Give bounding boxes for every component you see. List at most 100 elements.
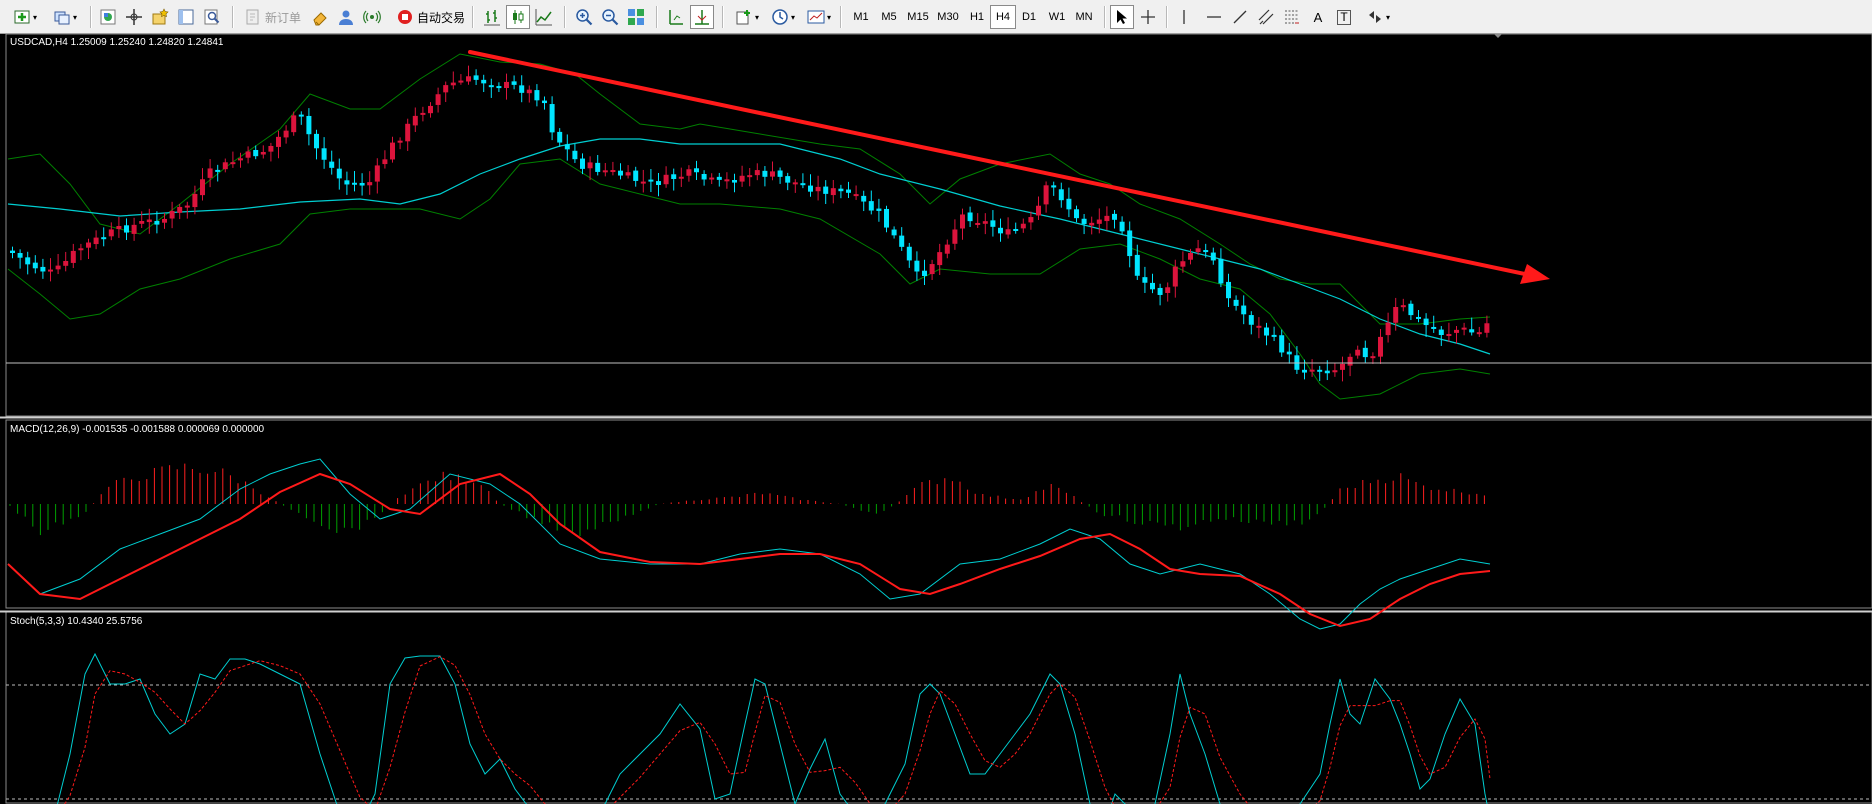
candle-body [724, 179, 730, 182]
candle-body [838, 188, 844, 192]
auto-trading-button[interactable]: 自动交易 [392, 5, 469, 29]
signal-waves-icon [363, 10, 381, 24]
experts-button[interactable] [334, 5, 358, 29]
tile-windows-button[interactable] [624, 5, 648, 29]
stoch-pane[interactable] [0, 612, 1872, 804]
candle-body [868, 201, 874, 211]
candle-body [101, 237, 107, 240]
candle-body [1309, 369, 1315, 372]
candle-body [952, 229, 958, 244]
candle-body [1036, 205, 1041, 216]
timeframe-m15-button[interactable]: M15 [907, 11, 929, 23]
metaeditor-button[interactable] [308, 5, 332, 29]
candle-body [1028, 217, 1034, 223]
templates-button[interactable]: ▾ [802, 5, 836, 29]
horizontal-line-button[interactable] [1202, 5, 1226, 29]
candle-body [1340, 363, 1345, 370]
trendline-button[interactable] [1228, 5, 1252, 29]
equidistant-channel-button[interactable] [1254, 5, 1278, 29]
candle-body [549, 104, 555, 133]
chart-area[interactable]: USDCAD,H4 1.25009 1.25240 1.24820 1.2484… [0, 34, 1872, 804]
candle-body [633, 170, 639, 181]
stoch-main-line [56, 652, 1488, 804]
bar-chart-button[interactable] [480, 5, 504, 29]
timeframe-w1-button[interactable]: W1 [1048, 11, 1066, 23]
terminal-button[interactable] [174, 5, 198, 29]
candle-body [602, 170, 608, 173]
candle-body [1119, 221, 1125, 232]
candle-body [587, 162, 593, 169]
candle-body [1347, 356, 1353, 366]
candle-body [405, 123, 411, 142]
candle-body [906, 246, 912, 261]
timeframe-d1-button[interactable]: D1 [1021, 11, 1037, 23]
text-label-button[interactable]: T [1332, 5, 1356, 29]
fibonacci-icon [1285, 10, 1299, 24]
candle-body [184, 205, 190, 208]
fibonacci-button[interactable] [1280, 5, 1304, 29]
candle-body [496, 86, 502, 89]
macd-indicator [7, 458, 1491, 630]
timeframe-m30-button[interactable]: M30 [937, 11, 959, 23]
timeframe-h4-button[interactable]: H4 [990, 5, 1016, 29]
strategy-tester-button[interactable] [200, 5, 224, 29]
candlestick-chart-button[interactable] [506, 5, 530, 29]
main-chart-pane[interactable] [0, 34, 1872, 417]
chart-shift-button[interactable] [664, 5, 688, 29]
candle-body [656, 181, 661, 185]
navigator-button[interactable] [148, 5, 172, 29]
candle-body [937, 252, 943, 266]
trend-arrow-line[interactable] [468, 50, 1527, 276]
candle-body [716, 176, 722, 180]
candle-body [1188, 252, 1193, 260]
candle-body [944, 244, 950, 254]
candle-body [48, 269, 53, 272]
timeframe-m1-button[interactable]: M1 [853, 11, 869, 23]
vertical-line-button[interactable] [1172, 5, 1196, 29]
chart-shift-marker-icon[interactable] [1494, 34, 1502, 38]
market-watch-button[interactable] [96, 5, 120, 29]
crosshair-tool-button[interactable] [1136, 5, 1160, 29]
candle-body [1317, 369, 1323, 372]
candle-body [777, 170, 783, 177]
periods-button[interactable]: ▾ [766, 5, 800, 29]
bar-chart-icon [484, 10, 500, 26]
arrow-symbols-icon [1368, 11, 1381, 23]
line-chart-button[interactable] [532, 5, 556, 29]
indicators-button[interactable]: ▾ [730, 5, 764, 29]
new-chart-button[interactable]: ▾ [8, 5, 42, 29]
candle-body [572, 150, 578, 160]
candle-body [694, 168, 699, 173]
macd-pane[interactable] [0, 420, 1872, 609]
candle-body [473, 75, 479, 80]
candle-body [55, 265, 61, 270]
arrows-button[interactable]: ▾ [1360, 5, 1396, 29]
trend-arrow[interactable] [468, 50, 1550, 284]
profiles-button[interactable]: ▾ [48, 5, 82, 29]
data-window-button[interactable] [122, 5, 146, 29]
candle-body [1142, 277, 1148, 283]
candle-body [162, 218, 167, 223]
candle-body [1302, 369, 1307, 373]
candle-body [747, 175, 753, 178]
crosshair-icon [1141, 10, 1155, 24]
signals-button[interactable] [360, 5, 384, 29]
text-tool-button[interactable]: A [1306, 5, 1330, 29]
candle-body [1378, 336, 1383, 357]
zoom-out-button[interactable] [598, 5, 622, 29]
new-order-label: 新订单 [265, 10, 302, 25]
terminal-window-icon [178, 9, 194, 25]
cursor-tool-button[interactable] [1110, 5, 1134, 29]
timeframe-mn-button[interactable]: MN [1075, 11, 1093, 23]
candle-body [876, 208, 882, 211]
timeframe-h1-button[interactable]: H1 [969, 11, 985, 23]
candle-body [314, 133, 319, 149]
candle-body [390, 142, 395, 160]
candle-body [648, 179, 654, 182]
autoscroll-button[interactable] [690, 5, 714, 29]
timeframe-m5-button[interactable]: M5 [881, 11, 897, 23]
magnifier-document-icon [204, 9, 220, 25]
candle-body [998, 227, 1003, 234]
new-order-button[interactable]: 新订单 [240, 5, 305, 29]
zoom-in-button[interactable] [572, 5, 596, 29]
